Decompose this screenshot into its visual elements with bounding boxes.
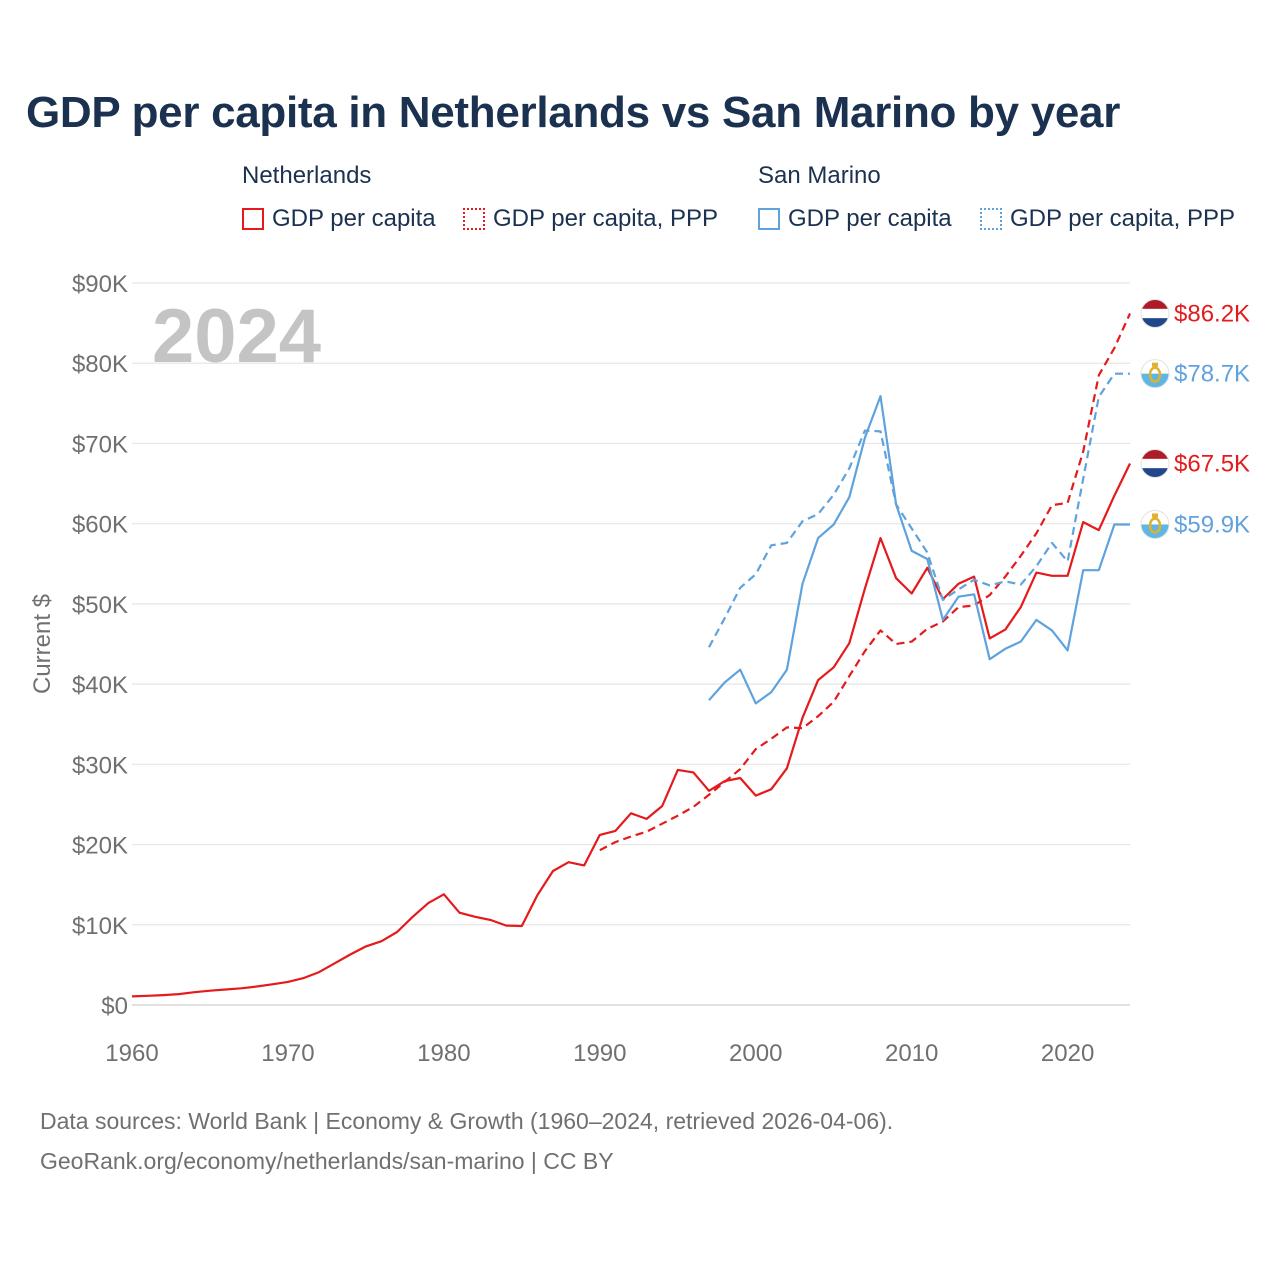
year-watermark: 2024 <box>152 294 321 379</box>
y-tick-label: $0 <box>101 993 128 1020</box>
series-line-san-marino-gdp-per-capita[interactable] <box>708 395 1130 705</box>
san-marino-flag-icon <box>1141 359 1169 388</box>
chart-title: GDP per capita in Netherlands vs San Mar… <box>26 88 1121 137</box>
san-marino-flag-icon <box>1141 510 1169 539</box>
x-tick-label: 1980 <box>417 1040 470 1067</box>
y-tick-label: $40K <box>72 672 128 699</box>
x-tick-label: 1960 <box>105 1040 158 1067</box>
legend-swatch-solid-blue <box>758 208 780 230</box>
legend-group-san-marino: San Marino <box>758 162 881 189</box>
y-tick-label: $90K <box>72 271 128 298</box>
y-tick-label: $20K <box>72 833 128 860</box>
legend-swatch-solid-red <box>242 208 264 230</box>
series-end-label: $78.7K <box>1174 361 1250 388</box>
legend-swatch-dotted-red <box>463 208 485 230</box>
y-tick-label: $70K <box>72 431 128 458</box>
x-tick-label: 2000 <box>729 1040 782 1067</box>
series-end-label: $59.9K <box>1174 511 1250 538</box>
y-tick-label: $10K <box>72 913 128 940</box>
legend-item-netherlands-gdp[interactable]: GDP per capita <box>242 203 436 235</box>
source-line-2[interactable]: GeoRank.org/economy/netherlands/san-mari… <box>40 1148 614 1174</box>
y-tick-label: $30K <box>72 752 128 779</box>
legend-label: GDP per capita <box>272 205 436 232</box>
legend-label: GDP per capita, PPP <box>493 205 718 232</box>
source-line-1: Data sources: World Bank | Economy & Gro… <box>40 1108 894 1134</box>
netherlands-flag-icon <box>1141 299 1169 328</box>
legend-label: GDP per capita <box>788 205 952 232</box>
y-tick-label: $50K <box>72 592 128 619</box>
legend-label: GDP per capita, PPP <box>1010 205 1235 232</box>
legend-item-san-marino-gdp-ppp[interactable]: GDP per capita, PPP <box>980 203 1235 235</box>
legend-item-san-marino-gdp[interactable]: GDP per capita <box>758 203 952 235</box>
y-tick-label: $80K <box>72 351 128 378</box>
x-tick-label: 2020 <box>1041 1040 1094 1067</box>
series-line-netherlands-gdp-per-capita-ppp[interactable] <box>599 313 1132 852</box>
legend-swatch-dotted-blue <box>980 208 1002 230</box>
x-tick-label: 2010 <box>885 1040 938 1067</box>
y-axis-label: Current $ <box>29 594 56 694</box>
netherlands-flag-icon <box>1141 449 1169 478</box>
y-tick-label: $60K <box>72 512 128 539</box>
legend-group-netherlands: Netherlands <box>242 162 372 189</box>
series-end-label: $67.5K <box>1174 451 1250 478</box>
legend-item-netherlands-gdp-ppp[interactable]: GDP per capita, PPP <box>463 203 718 235</box>
x-tick-label: 1970 <box>261 1040 314 1067</box>
x-tick-label: 1990 <box>573 1040 626 1067</box>
series-line-san-marino-gdp-per-capita-ppp[interactable] <box>708 372 1130 648</box>
series-line-netherlands-gdp-per-capita[interactable] <box>131 463 1131 998</box>
series-end-label: $86.2K <box>1174 300 1250 327</box>
